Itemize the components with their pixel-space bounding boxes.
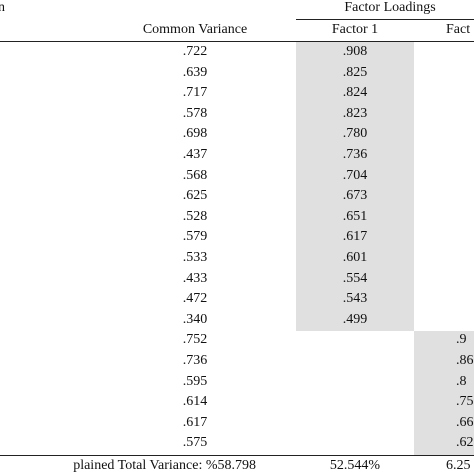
factor-1-cell: .908	[342, 44, 368, 59]
factor-1-cell: .823	[342, 105, 368, 121]
group-label: n	[0, 0, 5, 15]
common-variance-cell: .752	[182, 332, 208, 348]
factor-1-cell: .824	[342, 85, 368, 101]
common-variance-cell: .625	[182, 188, 208, 204]
factor-2-cell: .9	[456, 332, 467, 348]
factor-1-cell: .617	[342, 229, 368, 245]
factor-1-cell: .780	[342, 126, 368, 142]
group-rule	[296, 19, 474, 20]
factor-1-cell: .704	[342, 167, 368, 183]
common-variance-cell: .579	[182, 229, 208, 245]
common-variance-cell: .639	[182, 64, 208, 80]
factor-2-cell: .86	[456, 353, 474, 368]
factor-1-header: Factor 1	[331, 22, 379, 37]
common-variance-cell: .617	[182, 414, 208, 430]
factor-1-cell: .673	[342, 188, 368, 204]
common-variance-cell: .340	[182, 311, 208, 327]
common-variance-cell: .736	[182, 353, 208, 368]
factor-2-total: 6.25	[446, 458, 471, 473]
factor-1-cell: .543	[342, 291, 368, 307]
common-variance-cell: .595	[182, 373, 208, 389]
common-variance-header: Common Variance	[142, 22, 248, 37]
common-variance-cell: .533	[182, 250, 208, 265]
factor-2-cell: .62	[456, 435, 474, 451]
common-variance-cell: .437	[182, 147, 208, 162]
factor-loadings-header: Factor Loadings	[344, 0, 436, 15]
factor-1-cell: .736	[342, 147, 368, 162]
factor-1-cell: .499	[342, 311, 368, 327]
common-variance-cell: .568	[182, 167, 208, 183]
factor-2-cell: .75	[456, 394, 474, 410]
common-variance-cell: .575	[182, 435, 208, 451]
factor-1-total: 52.544%	[329, 458, 381, 473]
total-variance-label: plained Total Variance: %58.798	[73, 458, 256, 473]
common-variance-cell: .433	[182, 270, 208, 286]
factor-2-header: Fact	[446, 22, 471, 37]
factor-2-highlight	[414, 331, 474, 455]
factor-2-cell: .8	[456, 373, 467, 389]
common-variance-cell: .528	[182, 208, 208, 224]
common-variance-cell: .614	[182, 394, 208, 410]
factor-1-highlight	[296, 42, 414, 331]
common-variance-cell: .698	[182, 126, 208, 142]
factor-1-cell: .651	[342, 208, 368, 224]
common-variance-cell: .722	[182, 44, 208, 59]
common-variance-cell: .472	[182, 291, 208, 307]
footer-rule	[0, 455, 474, 456]
factor-1-cell: .601	[342, 250, 368, 265]
factor-1-cell: .554	[342, 270, 368, 286]
factor-1-cell: .825	[342, 64, 368, 80]
common-variance-cell: .717	[182, 85, 208, 101]
header-rule	[0, 41, 474, 42]
factor-2-cell: .66	[456, 414, 474, 430]
common-variance-cell: .578	[182, 105, 208, 121]
